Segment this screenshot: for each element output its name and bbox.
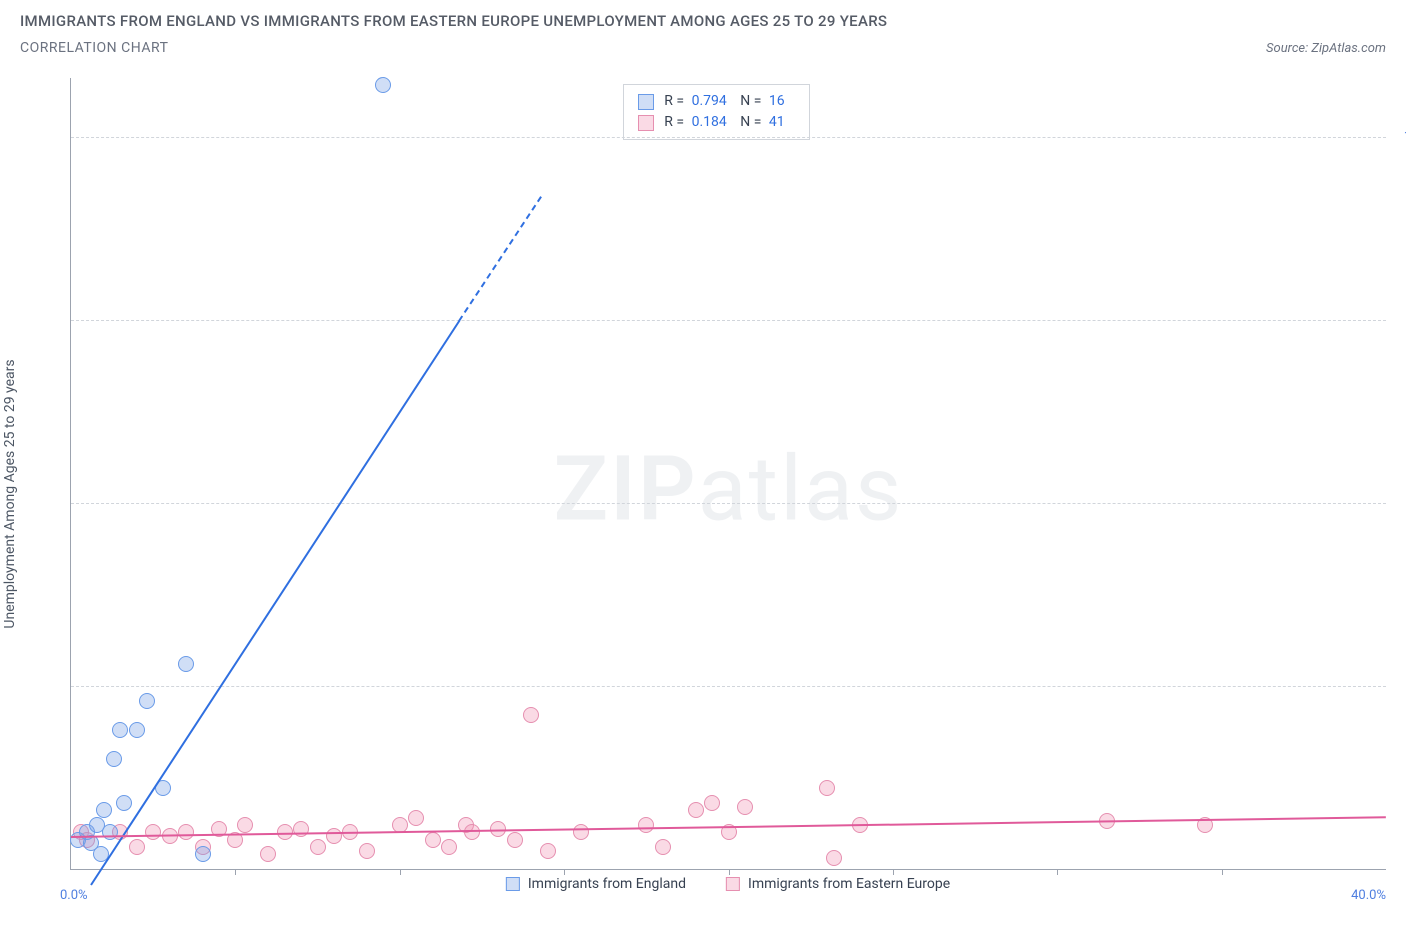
series-legend: Immigrants from England Immigrants from … [506,876,950,892]
chart-container: Unemployment Among Ages 25 to 29 years Z… [20,78,1386,910]
data-point-series2 [737,799,753,815]
data-point-series2 [523,707,539,723]
y-tick-label: 100.0% [1391,129,1406,144]
data-point-series2 [441,839,457,855]
stats-row-series1: R = 0.794 N = 16 [638,91,794,112]
trend-line [458,196,542,322]
source-label: Source: ZipAtlas.com [1266,41,1386,56]
legend-item-series2: Immigrants from Eastern Europe [726,876,950,892]
data-point-series2 [688,802,704,818]
data-point-series2 [540,843,556,859]
x-min-label: 0.0% [60,888,88,903]
swatch-series2 [638,115,654,131]
x-max-label: 40.0% [1351,888,1386,903]
data-point-series1 [112,722,128,738]
swatch-series1 [638,94,654,110]
data-point-series1 [178,656,194,672]
data-point-series1 [375,77,391,93]
gridline [71,686,1386,687]
data-point-series1 [139,693,155,709]
data-point-series2 [638,817,654,833]
legend-item-series1: Immigrants from England [506,876,686,892]
data-point-series2 [425,832,441,848]
legend-label-series2: Immigrants from Eastern Europe [748,876,950,892]
data-point-series2 [359,843,375,859]
data-point-series2 [655,839,671,855]
data-point-series2 [178,824,194,840]
gridline [71,137,1386,138]
x-axis-labels: 0.0% 40.0% Immigrants from England Immig… [70,870,1386,910]
data-point-series2 [310,839,326,855]
data-point-series1 [195,846,211,862]
legend-label-series1: Immigrants from England [528,876,686,892]
plot-area: ZIPatlas R = 0.794 N = 16 R = 0.184 N = … [70,78,1386,870]
data-point-series1 [129,722,145,738]
y-tick-label: 25.0% [1391,678,1406,693]
y-axis-label: Unemployment Among Ages 25 to 29 years [2,359,18,628]
data-point-series2 [145,824,161,840]
y-tick-label: 50.0% [1391,495,1406,510]
data-point-series1 [102,824,118,840]
stats-legend: R = 0.794 N = 16 R = 0.184 N = 41 [623,84,809,140]
data-point-series2 [819,780,835,796]
data-point-series2 [129,839,145,855]
data-point-series2 [237,817,253,833]
gridline [71,503,1386,504]
data-point-series2 [704,795,720,811]
legend-swatch-series1 [506,877,520,891]
data-point-series1 [96,802,112,818]
data-point-series2 [408,810,424,826]
y-tick-label: 75.0% [1391,312,1406,327]
stats-row-series2: R = 0.184 N = 41 [638,112,794,133]
data-point-series2 [326,828,342,844]
legend-swatch-series2 [726,877,740,891]
gridline [71,320,1386,321]
watermark: ZIPatlas [554,437,904,542]
data-point-series1 [116,795,132,811]
data-point-series2 [573,824,589,840]
chart-title: IMMIGRANTS FROM ENGLAND VS IMMIGRANTS FR… [20,12,1386,30]
data-point-series1 [106,751,122,767]
data-point-series2 [260,846,276,862]
data-point-series2 [507,832,523,848]
trend-line [90,320,460,885]
data-point-series2 [464,824,480,840]
chart-subtitle: CORRELATION CHART [20,40,168,56]
data-point-series2 [826,850,842,866]
